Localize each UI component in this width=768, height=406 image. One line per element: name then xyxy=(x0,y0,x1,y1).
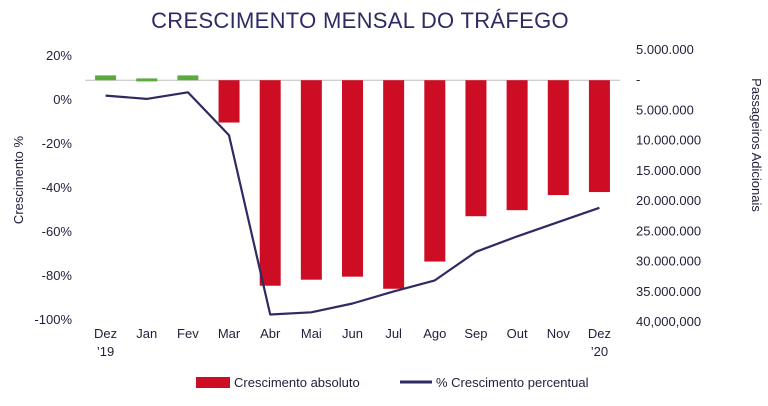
right-tick-label: 15.000.000 xyxy=(636,163,701,178)
bar-absolute-growth xyxy=(588,80,610,193)
bar-absolute-growth xyxy=(177,75,199,81)
x-tick-label: Sep xyxy=(464,326,487,341)
bar-absolute-growth xyxy=(218,80,240,123)
x-tick-label: Jan xyxy=(136,326,157,341)
line-percent-growth xyxy=(105,91,600,316)
left-tick-label: -100% xyxy=(34,312,72,327)
bar-absolute-growth xyxy=(95,75,117,81)
x-tick-label: Dez xyxy=(588,326,611,341)
x-tick-label: Out xyxy=(507,326,528,341)
chart-title: CRESCIMENTO MENSAL DO TRÁFEGO xyxy=(151,8,569,33)
left-tick-label: -40% xyxy=(42,180,73,195)
right-axis-label: Passageiros Adicionais xyxy=(749,78,764,212)
x-tick-label: Jul xyxy=(385,326,402,341)
bar-absolute-growth xyxy=(506,80,528,211)
right-tick-label: 35.000.000 xyxy=(636,284,701,299)
bar-absolute-growth xyxy=(424,80,446,262)
left-tick-label: 0% xyxy=(53,92,72,107)
left-tick-label: -20% xyxy=(42,136,73,151)
right-tick-label: 10.000.000 xyxy=(636,133,701,148)
x-tick-label: Dez xyxy=(94,326,117,341)
x-tick-label: Mai xyxy=(301,326,322,341)
left-tick-label: -60% xyxy=(42,224,73,239)
legend-swatch-bars xyxy=(196,377,230,388)
x-tick-label: Fev xyxy=(177,326,199,341)
x-tick-label: Jun xyxy=(342,326,363,341)
bar-absolute-growth xyxy=(300,80,322,280)
bar-absolute-growth xyxy=(547,80,569,196)
bar-absolute-growth xyxy=(342,80,363,277)
right-tick-label: - xyxy=(636,72,640,87)
right-tick-label: 30.000.000 xyxy=(636,254,701,269)
bar-absolute-growth xyxy=(383,80,405,289)
x-tick-label: Nov xyxy=(547,326,571,341)
legend-label-bars: Crescimento absoluto xyxy=(234,375,360,390)
left-tick-label: -80% xyxy=(42,268,73,283)
x-tick-label: Mar xyxy=(218,326,241,341)
right-tick-label: 5.000.000 xyxy=(636,102,694,117)
left-tick-label: 20% xyxy=(46,48,72,63)
bar-absolute-growth xyxy=(136,78,158,82)
right-tick-label: 5.000.000 xyxy=(636,42,694,57)
bar-absolute-growth xyxy=(259,80,281,286)
bar-absolute-growth xyxy=(465,80,487,217)
left-axis-label: Crescimento % xyxy=(11,135,26,224)
right-tick-label: 40,000,000 xyxy=(636,314,701,329)
right-tick-label: 20.000.000 xyxy=(636,193,701,208)
x-tick-year-label: ’20 xyxy=(591,344,608,359)
x-tick-year-label: ’19 xyxy=(97,344,114,359)
legend-label-line: % Crescimento percentual xyxy=(436,375,589,390)
right-tick-label: 25.000.000 xyxy=(636,223,701,238)
x-tick-label: Abr xyxy=(260,326,281,341)
x-tick-label: Ago xyxy=(423,326,446,341)
